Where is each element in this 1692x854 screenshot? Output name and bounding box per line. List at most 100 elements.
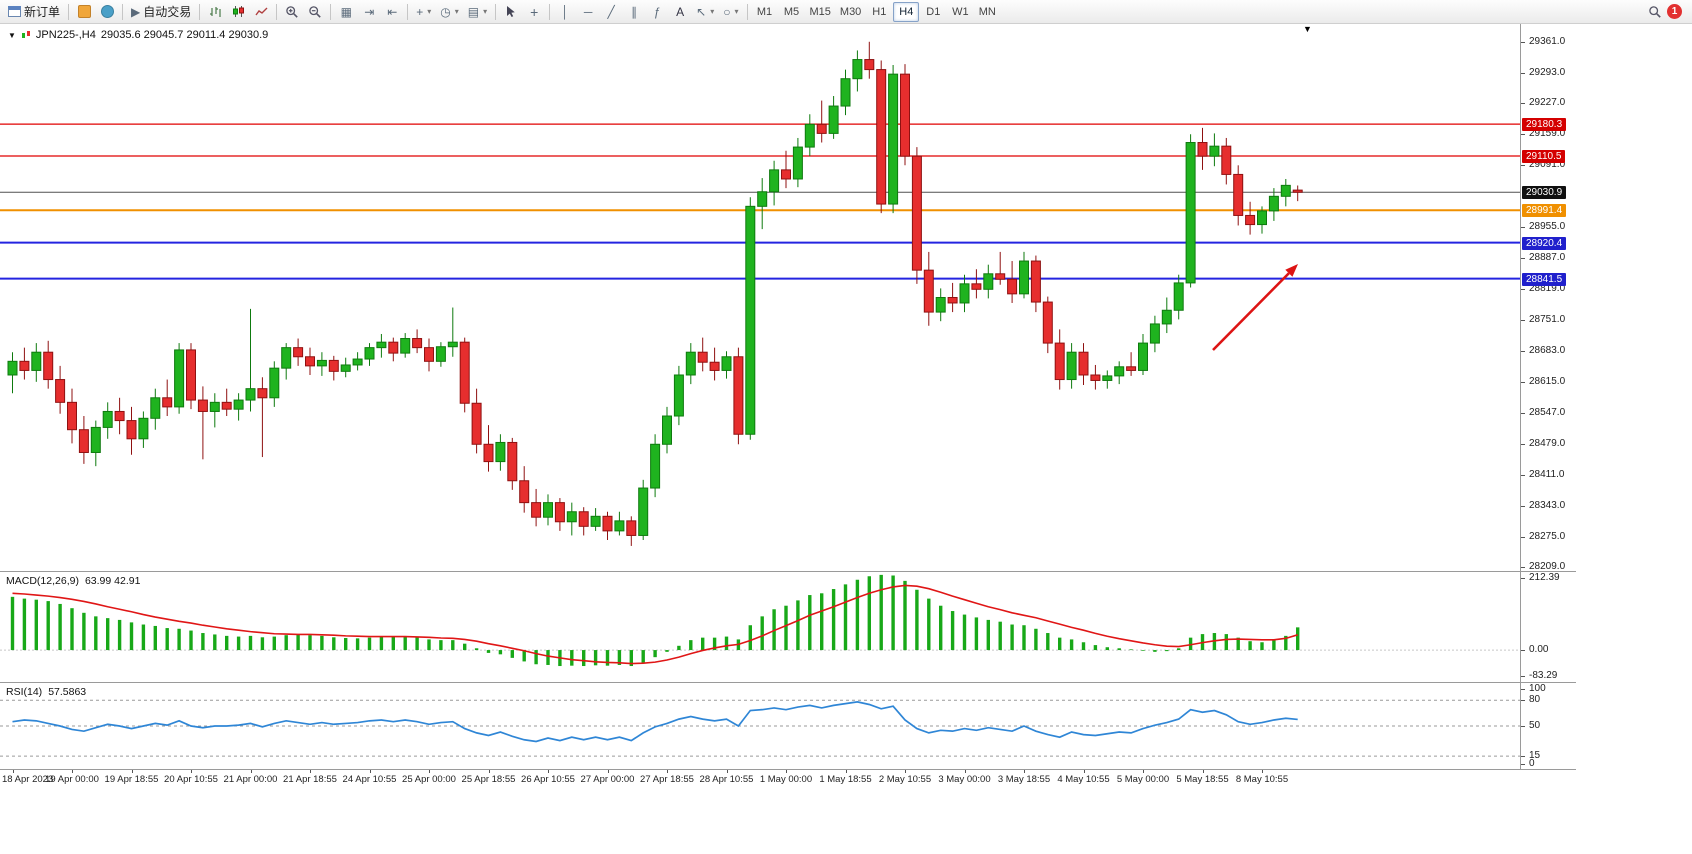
candle-body (888, 73, 899, 205)
candlestick-chart-icon (232, 6, 244, 17)
market-button[interactable] (73, 2, 95, 22)
auto-trading-button[interactable]: ▶ 自动交易 (127, 2, 195, 22)
candle-body (447, 341, 458, 348)
chevron-down-icon: ▾ (454, 7, 459, 16)
template-icon: ▤ (467, 4, 480, 19)
price-tick-label: 29361.0 (1521, 36, 1565, 48)
timeframe-button-m15[interactable]: M15 (809, 5, 831, 18)
zoom-in-button[interactable] (281, 2, 303, 22)
candle-body (852, 59, 863, 80)
clock-icon: ◷ (440, 4, 451, 19)
toolbar-separator (495, 3, 497, 20)
auto-scroll-button[interactable]: ⇥ (358, 2, 380, 22)
time-axis-label: 5 May 00:00 (1116, 774, 1170, 785)
shapes-tool-button[interactable]: ○ ▾ (719, 2, 742, 22)
time-tick (1083, 769, 1085, 773)
timeframe-button-mn[interactable]: MN (978, 5, 996, 18)
time-axis[interactable]: 18 Apr 2023 19 Apr 00:00 19 Apr 18:55 20 Ap… (0, 769, 1520, 791)
candle-body (293, 347, 304, 358)
arrows-tool-button[interactable]: ↖ ▾ (692, 2, 718, 22)
timeframe-button-d1[interactable]: D1 (926, 5, 941, 18)
time-tick (429, 769, 430, 773)
time-axis-label: 3 May 00:00 (938, 774, 991, 785)
timeframe-button-m30[interactable]: M30 (839, 5, 862, 18)
candle-body (138, 417, 149, 440)
line-chart-button[interactable] (250, 2, 272, 22)
time-axis-label: 1 May 18:55 (819, 774, 872, 785)
candle-body (388, 341, 399, 354)
price-tick-label: 28209.0 (1521, 561, 1565, 573)
templates-button[interactable]: ▤ ▾ (464, 2, 491, 22)
candle-body (221, 401, 232, 410)
search-button[interactable] (1644, 2, 1666, 22)
crosshair-icon: + (530, 3, 539, 20)
price-chart-canvas[interactable] (0, 24, 1520, 571)
candlestick-chart-button[interactable] (227, 2, 249, 22)
macd-panel-separator[interactable] (0, 571, 1576, 572)
timeframe-button-h4[interactable]: H4 (893, 1, 920, 22)
periods-button[interactable]: ◷ ▾ (436, 2, 463, 22)
candle-body (1221, 145, 1232, 175)
bar-chart-button[interactable] (204, 2, 226, 22)
cursor-button[interactable] (500, 2, 522, 22)
rsi-panel-separator[interactable] (0, 682, 1576, 683)
candle-body (519, 480, 530, 504)
main-toolbar: 新订单 ▶ 自动交易 ▦ ⇥ ⇤ + ▾ ◷ ▾ (0, 0, 1692, 24)
candle-body (709, 361, 720, 371)
rsi-panel-canvas[interactable] (0, 683, 1520, 769)
time-tick (1143, 769, 1144, 773)
candle-body (662, 415, 672, 445)
macd-panel-canvas[interactable] (0, 572, 1520, 682)
level-lines[interactable] (0, 123, 1520, 280)
candle-body (697, 351, 708, 363)
macd-indicator-label: MACD(12,26,9) 63.99 42.91 (6, 575, 140, 587)
price-tick-label: 28887.0 (1521, 252, 1565, 264)
candle-body (495, 441, 506, 463)
time-tick (964, 769, 966, 773)
crosshair-button[interactable]: + (523, 2, 545, 22)
macd-histogram (10, 574, 1300, 667)
one-click-trading-toggle[interactable]: ▼ (8, 30, 16, 40)
timeframe-button-m5[interactable]: M5 (783, 5, 800, 18)
chart-shift-marker[interactable]: ▼ (1303, 24, 1312, 34)
time-axis-label: 8 May 10:55 (1235, 774, 1289, 785)
vertical-line-button[interactable]: │ (554, 2, 576, 22)
notification-badge[interactable]: 1 (1667, 4, 1682, 19)
community-button[interactable] (96, 2, 118, 22)
indicators-button[interactable]: + ▾ (412, 2, 435, 22)
trend-arrow-annotation[interactable] (1212, 264, 1298, 351)
candle-body (1292, 189, 1303, 193)
time-tick (1024, 769, 1025, 773)
price-tick-label: 29227.0 (1521, 97, 1565, 109)
text-tool-button[interactable]: A (669, 2, 691, 22)
candle-body (43, 351, 54, 381)
search-icon (1649, 5, 1661, 18)
price-axis[interactable]: 29361.0 29293.0 29227.0 29159.0 29091.0 28955… (1521, 24, 1593, 573)
timeframe-button-group: M1 M5 M15 M30 H1 H4 D1 W1 MN (752, 1, 1001, 22)
time-axis-label: 27 Apr 00:00 (580, 774, 635, 785)
auto-scroll-icon: ⇥ (364, 4, 375, 19)
cursor-icon (507, 6, 515, 17)
channel-button[interactable]: ∥ (623, 2, 645, 22)
zoom-out-button[interactable] (304, 2, 326, 22)
chevron-down-icon: ▾ (710, 7, 715, 16)
candle-body (971, 283, 982, 290)
timeframe-button-h1[interactable]: H1 (872, 5, 887, 18)
chart-shift-button[interactable]: ⇤ (381, 2, 403, 22)
trendline-button[interactable]: ╱ (600, 2, 622, 22)
candle-body (1197, 142, 1208, 157)
price-tick-label: 29159.0 (1521, 128, 1565, 140)
rsi-tick-label: 50 (1521, 720, 1540, 732)
toolbar-separator (68, 3, 70, 20)
time-tick (905, 769, 906, 773)
price-tick-label: 28411.0 (1521, 469, 1564, 481)
shapes-tool-icon: ○ (723, 4, 731, 19)
timeframe-button-m1[interactable]: M1 (756, 5, 773, 18)
timeframe-button-w1[interactable]: W1 (952, 5, 969, 18)
new-order-button[interactable]: 新订单 (4, 2, 64, 22)
horizontal-line-button[interactable]: ─ (577, 2, 599, 22)
fibonacci-button[interactable]: ƒ (646, 2, 668, 22)
tile-windows-button[interactable]: ▦ (335, 2, 357, 22)
candle-body (209, 401, 220, 412)
